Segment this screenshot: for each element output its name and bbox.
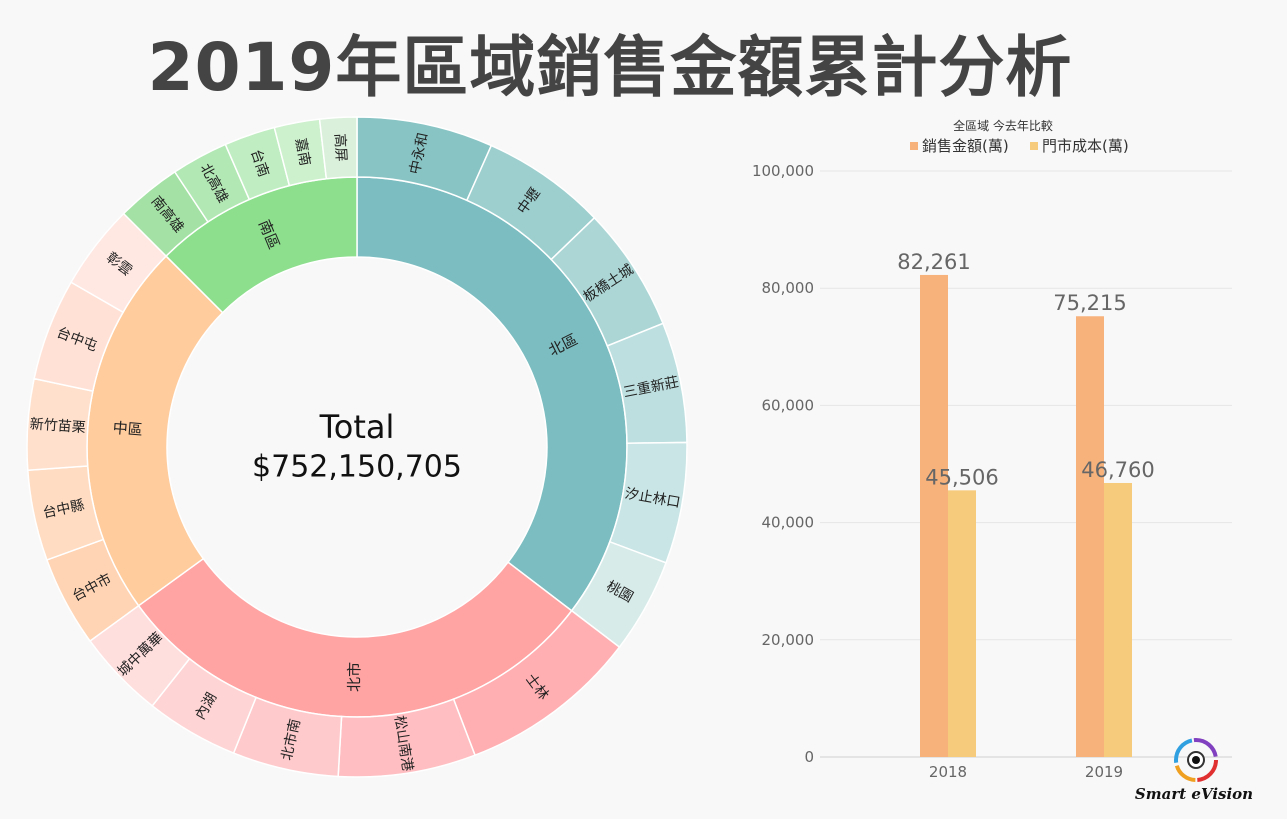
legend-swatch	[1030, 142, 1038, 150]
bar-data-label: 75,215	[1053, 291, 1126, 315]
y-tick-label: 100,000	[752, 162, 814, 180]
y-tick-label: 0	[804, 748, 814, 766]
x-tick-label: 2019	[1085, 763, 1123, 781]
sunburst-outer-segment[interactable]	[318, 116, 358, 180]
bar-data-label: 82,261	[897, 250, 970, 274]
y-tick-label: 60,000	[762, 396, 815, 414]
logo-text: Smart eVision	[1134, 785, 1254, 803]
bar[interactable]	[1076, 316, 1104, 757]
sunburst-outer-label: 新竹苗栗	[29, 416, 86, 436]
sunburst-outer-label: 高屏	[331, 133, 350, 162]
y-tick-label: 20,000	[762, 631, 815, 649]
brand-logo: Smart eVision	[1130, 735, 1280, 810]
bar-data-label: 46,760	[1081, 458, 1154, 482]
bar[interactable]	[920, 274, 948, 757]
bar-data-label: 45,506	[925, 465, 998, 489]
page-title: 2019年區域銷售金額累計分析	[147, 29, 1073, 106]
eye-logo-icon	[1174, 738, 1218, 782]
sunburst-outer-label: 嘉南	[292, 137, 313, 167]
legend-label: 銷售金額(萬)	[922, 137, 1009, 155]
center-total-value: $752,150,705	[252, 450, 462, 485]
legend-label: 門市成本(萬)	[1042, 137, 1129, 155]
legend-swatch	[910, 142, 918, 150]
sunburst-inner-label: 北市	[345, 662, 363, 692]
y-tick-label: 80,000	[762, 279, 815, 297]
y-tick-label: 40,000	[762, 514, 815, 532]
sunburst-inner-label: 中區	[112, 419, 143, 439]
bar[interactable]	[948, 490, 976, 757]
x-tick-label: 2018	[929, 763, 967, 781]
sunburst-chart: 北區北市中區南區中永和中壢板橋土城三重新莊汐止林口桃園士林松山南港北市南內湖城中…	[26, 116, 688, 778]
center-label: Total	[319, 408, 395, 446]
bar[interactable]	[1104, 482, 1132, 757]
bar-chart-title: 全區域 今去年比較	[953, 118, 1053, 133]
